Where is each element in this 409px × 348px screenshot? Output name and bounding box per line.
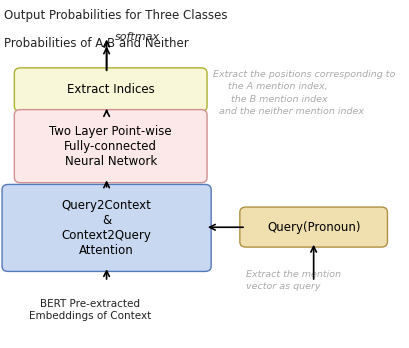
Text: Extract Indices: Extract Indices [67,83,154,96]
FancyBboxPatch shape [239,207,387,247]
FancyBboxPatch shape [14,68,207,111]
Text: Probabilities of A,B and Neither: Probabilities of A,B and Neither [4,37,189,49]
FancyBboxPatch shape [2,184,211,271]
Text: Output Probabilities for Three Classes: Output Probabilities for Three Classes [4,9,227,22]
Text: Query(Pronoun): Query(Pronoun) [266,221,360,234]
Text: BERT Pre-extracted
Embeddings of Context: BERT Pre-extracted Embeddings of Context [29,299,151,321]
Text: Extract the positions corresponding to
     the A mention index,
      the B men: Extract the positions corresponding to t… [213,70,395,116]
FancyBboxPatch shape [14,110,207,183]
Text: Two Layer Point-wise
Fully-connected
Neural Network: Two Layer Point-wise Fully-connected Neu… [49,125,172,168]
Text: Query2Context
&
Context2Query
Attention: Query2Context & Context2Query Attention [61,199,151,257]
Text: Extract the mention
vector as query: Extract the mention vector as query [245,270,340,291]
Text: softmax: softmax [115,32,160,42]
